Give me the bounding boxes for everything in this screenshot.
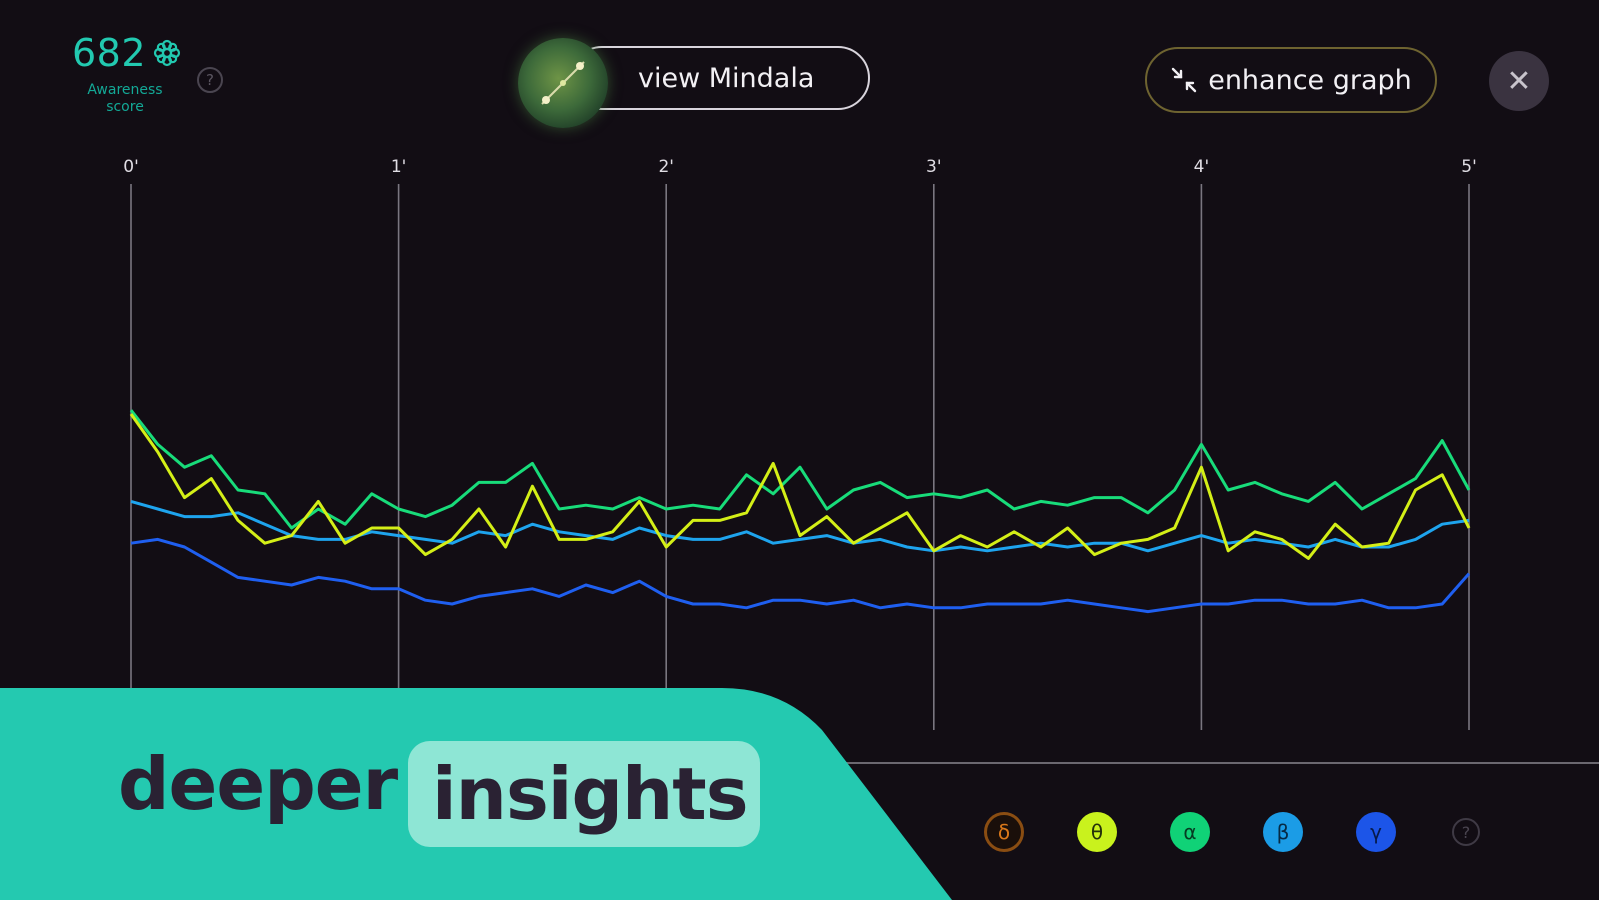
series-layer xyxy=(129,409,1471,614)
x-tick-label-4: 4' xyxy=(1194,157,1210,177)
alpha-band-button[interactable]: α xyxy=(1170,812,1210,852)
awareness-score: 682 Awareness score xyxy=(72,34,182,115)
x-tick-label-0: 0' xyxy=(123,157,139,177)
x-tick-label-3: 3' xyxy=(926,157,942,177)
grid-layer xyxy=(130,184,1470,730)
score-label: Awareness score xyxy=(87,82,163,115)
series-line-1 xyxy=(129,409,1471,530)
close-button[interactable]: ✕ xyxy=(1489,51,1549,111)
mindala-orb-icon[interactable] xyxy=(518,38,608,128)
score-value: 682 xyxy=(72,31,147,75)
close-icon: ✕ xyxy=(1506,64,1532,98)
theta-band-button[interactable]: θ xyxy=(1077,812,1117,852)
series-line-0 xyxy=(129,413,1471,560)
tick-labels: 0' 1' 2' 3' 4' 5' xyxy=(123,157,1477,177)
delta-band-button[interactable]: δ xyxy=(984,812,1024,852)
x-tick-label-5: 5' xyxy=(1461,157,1477,177)
chart-baseline xyxy=(820,762,1599,764)
enhance-graph-label: enhance graph xyxy=(1208,64,1412,96)
beta-band-button[interactable]: β xyxy=(1263,812,1303,852)
flower-icon xyxy=(153,39,181,67)
x-tick-label-1: 1' xyxy=(391,157,407,177)
banner-word-insights: insights xyxy=(408,741,760,847)
view-mindala-button[interactable]: view Mindala xyxy=(570,46,870,110)
mindala-sparkle xyxy=(541,61,585,105)
x-tick-label-2: 2' xyxy=(658,157,674,177)
banner-word-deeper: deeper xyxy=(118,742,398,826)
score-row: 682 xyxy=(72,34,182,72)
insights-text: insights xyxy=(432,752,749,836)
gamma-band-button[interactable]: γ xyxy=(1356,812,1396,852)
series-line-3 xyxy=(130,537,1471,614)
band-help-icon[interactable]: ? xyxy=(1452,818,1480,846)
compress-arrows-icon xyxy=(1172,67,1197,93)
help-icon[interactable]: ? xyxy=(197,67,223,93)
series-line-2 xyxy=(130,499,1470,553)
enhance-graph-button[interactable]: enhance graph xyxy=(1145,47,1437,113)
